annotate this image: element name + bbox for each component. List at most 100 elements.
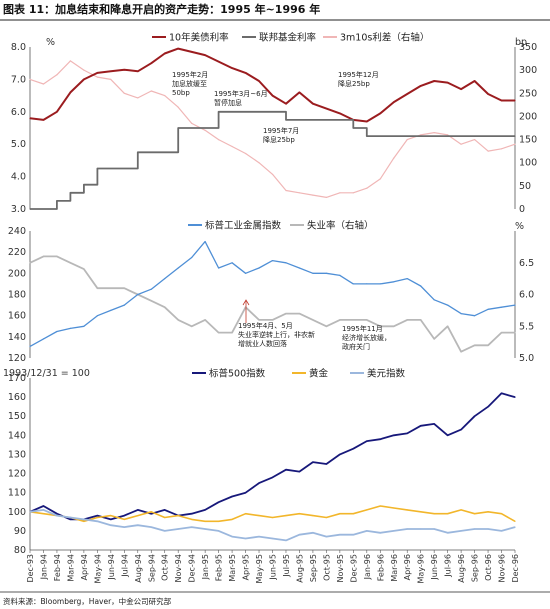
data-point [150, 511, 152, 513]
data-point [42, 83, 45, 85]
x-tick-label: Mar-95 [228, 554, 237, 582]
data-point [204, 520, 206, 522]
data-point [352, 513, 354, 515]
data-point [393, 434, 395, 436]
data-point [150, 526, 152, 528]
x-tick-label: Dec-93 [26, 554, 35, 583]
data-point [123, 287, 125, 289]
data-point [487, 150, 489, 152]
data-point [231, 67, 233, 69]
data-point [29, 511, 31, 513]
data-point [42, 513, 45, 515]
data-point [56, 111, 58, 113]
data-point [245, 272, 247, 274]
data-point [312, 272, 314, 274]
data-point [325, 272, 327, 274]
x-tick-label: Apr-95 [242, 554, 251, 580]
data-point [177, 515, 179, 517]
left-tick-label: 150 [8, 411, 26, 422]
x-tick-label: Jun-94 [107, 554, 116, 581]
data-point [447, 434, 449, 436]
x-tick-label: Oct-94 [161, 554, 170, 581]
left-tick-label: 120 [8, 353, 26, 364]
data-point [231, 536, 233, 538]
data-point [83, 69, 85, 71]
data-point [271, 173, 274, 175]
data-point [447, 82, 449, 84]
annotation-text: 1995年3月~6月暂停加息 [214, 89, 268, 107]
data-point [447, 513, 449, 515]
legend-label: 标普工业金属指数 [205, 220, 282, 232]
data-point [366, 509, 368, 511]
x-tick-label: Oct-96 [484, 554, 493, 581]
data-point [366, 319, 368, 321]
data-point [447, 325, 449, 327]
left-tick-label: 120 [8, 469, 26, 480]
data-point [137, 70, 139, 72]
data-point [514, 520, 516, 522]
left-tick-label: 100 [8, 507, 26, 518]
left-tick-label: 170 [8, 373, 26, 384]
data-point [245, 152, 247, 155]
data-point [231, 518, 233, 521]
data-point [96, 76, 98, 78]
data-point [258, 515, 260, 517]
data-point [110, 518, 112, 521]
right-tick-label: 350 [519, 42, 537, 53]
left-tick-label: 130 [8, 449, 26, 460]
data-point [96, 516, 98, 519]
left-tick-label: 140 [8, 332, 26, 343]
data-point [83, 78, 85, 80]
data-point [29, 345, 31, 347]
data-point [271, 537, 274, 540]
x-axis: Dec-93 Jan-94 Feb-94 Mar-94 Apr-94 May-94 Jun-… [26, 549, 520, 583]
data-point [258, 80, 260, 82]
data-point [339, 112, 341, 114]
data-point [56, 74, 58, 76]
data-point [420, 285, 422, 287]
data-point [150, 300, 152, 302]
data-point [433, 528, 435, 530]
data-point [110, 70, 112, 72]
x-tick-label: Feb-96 [376, 554, 385, 581]
data-point [29, 262, 31, 264]
data-point [325, 463, 327, 465]
right-tick-label: 5.5 [519, 321, 534, 332]
x-tick-label: Feb-95 [215, 554, 224, 581]
data-point [500, 513, 503, 515]
data-point [42, 255, 45, 257]
legend-label: 联邦基金利率 [259, 32, 317, 44]
data-point [393, 157, 395, 159]
data-point [245, 72, 247, 74]
series-line [30, 110, 515, 210]
data-point [69, 262, 71, 264]
data-point [447, 532, 449, 534]
data-point [110, 78, 112, 80]
left-tick-label: 7.0 [11, 74, 26, 85]
data-point [460, 88, 462, 90]
data-point [514, 99, 516, 102]
x-tick-label: Aug-96 [457, 554, 466, 583]
data-point [312, 532, 314, 534]
data-point [137, 515, 139, 517]
data-point [56, 200, 58, 202]
data-point [42, 338, 45, 340]
x-tick-label: Sep-95 [309, 554, 318, 582]
data-point [460, 313, 462, 315]
x-tick-label: May-96 [417, 554, 426, 583]
data-point [110, 515, 112, 517]
data-point [514, 143, 516, 145]
panel-top: 3.0 4.0 5.0 6.0 7.0 8.0 0 50 100 150 200 250 300 350%… [11, 32, 537, 216]
data-point [231, 332, 233, 334]
left-tick-label: 8.0 [11, 42, 26, 53]
data-point [164, 306, 166, 308]
series-line [29, 47, 515, 123]
x-tick-label: Jan-96 [363, 554, 372, 580]
x-tick-label: Jul-94 [120, 554, 129, 578]
right-tick-label: 6.5 [519, 258, 534, 269]
data-point [487, 528, 489, 530]
legend-label: 黄金 [309, 368, 329, 380]
data-point [298, 91, 300, 93]
right-tick-label: 250 [519, 88, 537, 99]
data-point [245, 537, 247, 540]
